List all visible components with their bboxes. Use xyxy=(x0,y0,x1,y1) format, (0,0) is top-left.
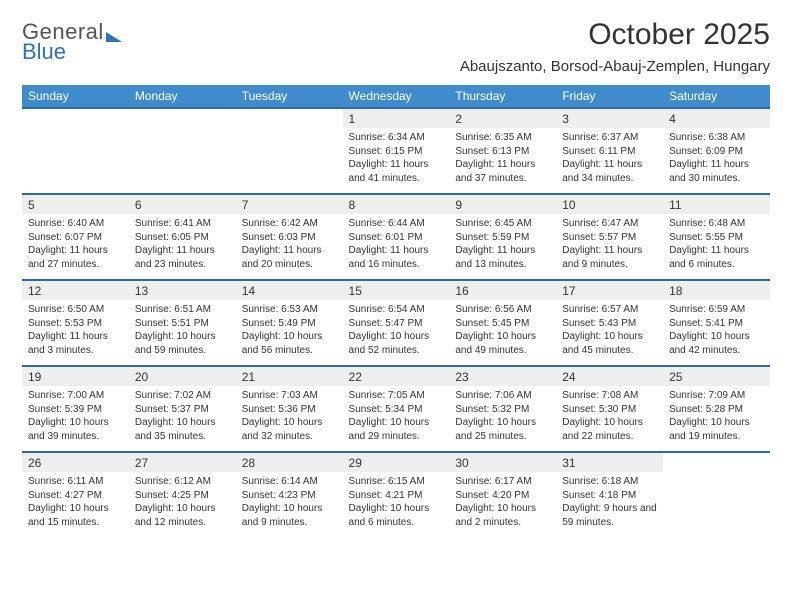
day-detail: Sunrise: 6:17 AMSunset: 4:20 PMDaylight:… xyxy=(449,472,556,537)
location-subtitle: Abaujszanto, Borsod-Abauj-Zemplen, Hunga… xyxy=(460,58,770,75)
day-number: 22 xyxy=(343,366,450,386)
day-number: 9 xyxy=(449,194,556,214)
day-detail: Sunrise: 7:02 AMSunset: 5:37 PMDaylight:… xyxy=(129,386,236,452)
day-detail-row: Sunrise: 6:40 AMSunset: 6:07 PMDaylight:… xyxy=(22,214,770,280)
day-number: 18 xyxy=(663,280,770,300)
day-number: 10 xyxy=(556,194,663,214)
day-number: 8 xyxy=(343,194,450,214)
weekday-header: Saturday xyxy=(663,85,770,108)
day-number: 15 xyxy=(343,280,450,300)
weekday-header: Sunday xyxy=(22,85,129,108)
day-number-row: 262728293031 xyxy=(22,452,770,472)
day-detail: Sunrise: 6:47 AMSunset: 5:57 PMDaylight:… xyxy=(556,214,663,280)
header-bar: General Blue October 2025 Abaujszanto, B… xyxy=(22,18,770,85)
day-number-row: 567891011 xyxy=(22,194,770,214)
day-detail: Sunrise: 7:00 AMSunset: 5:39 PMDaylight:… xyxy=(22,386,129,452)
day-detail: Sunrise: 6:15 AMSunset: 4:21 PMDaylight:… xyxy=(343,472,450,537)
weekday-header: Friday xyxy=(556,85,663,108)
weekday-header: Thursday xyxy=(449,85,556,108)
day-detail: Sunrise: 6:12 AMSunset: 4:25 PMDaylight:… xyxy=(129,472,236,537)
day-number: 2 xyxy=(449,108,556,128)
day-detail: Sunrise: 6:45 AMSunset: 5:59 PMDaylight:… xyxy=(449,214,556,280)
day-detail: Sunrise: 7:06 AMSunset: 5:32 PMDaylight:… xyxy=(449,386,556,452)
day-number-row: 19202122232425 xyxy=(22,366,770,386)
day-number: 17 xyxy=(556,280,663,300)
day-number: 11 xyxy=(663,194,770,214)
empty-cell xyxy=(663,472,770,537)
page-title: October 2025 xyxy=(460,18,770,52)
day-detail: Sunrise: 7:03 AMSunset: 5:36 PMDaylight:… xyxy=(236,386,343,452)
weekday-header-row: SundayMondayTuesdayWednesdayThursdayFrid… xyxy=(22,85,770,108)
day-detail: Sunrise: 6:59 AMSunset: 5:41 PMDaylight:… xyxy=(663,300,770,366)
day-number: 27 xyxy=(129,452,236,472)
day-number: 4 xyxy=(663,108,770,128)
day-detail: Sunrise: 6:35 AMSunset: 6:13 PMDaylight:… xyxy=(449,128,556,194)
day-number: 13 xyxy=(129,280,236,300)
day-number: 19 xyxy=(22,366,129,386)
day-detail: Sunrise: 6:44 AMSunset: 6:01 PMDaylight:… xyxy=(343,214,450,280)
day-number: 5 xyxy=(22,194,129,214)
day-number: 30 xyxy=(449,452,556,472)
weekday-header: Wednesday xyxy=(343,85,450,108)
day-detail: Sunrise: 6:38 AMSunset: 6:09 PMDaylight:… xyxy=(663,128,770,194)
day-detail: Sunrise: 6:18 AMSunset: 4:18 PMDaylight:… xyxy=(556,472,663,537)
calendar-table: SundayMondayTuesdayWednesdayThursdayFrid… xyxy=(22,85,770,537)
day-detail: Sunrise: 6:41 AMSunset: 6:05 PMDaylight:… xyxy=(129,214,236,280)
brand-mark-icon xyxy=(106,32,122,42)
day-number: 25 xyxy=(663,366,770,386)
day-number: 23 xyxy=(449,366,556,386)
day-detail: Sunrise: 6:57 AMSunset: 5:43 PMDaylight:… xyxy=(556,300,663,366)
day-detail: Sunrise: 6:51 AMSunset: 5:51 PMDaylight:… xyxy=(129,300,236,366)
day-number-row: 1234 xyxy=(22,108,770,128)
day-detail: Sunrise: 6:42 AMSunset: 6:03 PMDaylight:… xyxy=(236,214,343,280)
day-detail-row: Sunrise: 6:50 AMSunset: 5:53 PMDaylight:… xyxy=(22,300,770,366)
day-number: 21 xyxy=(236,366,343,386)
day-detail-row: Sunrise: 6:34 AMSunset: 6:15 PMDaylight:… xyxy=(22,128,770,194)
brand-word-2: Blue xyxy=(22,42,122,62)
day-number: 24 xyxy=(556,366,663,386)
day-detail-row: Sunrise: 6:11 AMSunset: 4:27 PMDaylight:… xyxy=(22,472,770,537)
day-detail: Sunrise: 7:05 AMSunset: 5:34 PMDaylight:… xyxy=(343,386,450,452)
empty-cell xyxy=(129,128,236,194)
day-detail: Sunrise: 6:50 AMSunset: 5:53 PMDaylight:… xyxy=(22,300,129,366)
day-number: 3 xyxy=(556,108,663,128)
day-number: 20 xyxy=(129,366,236,386)
empty-cell xyxy=(236,128,343,194)
day-detail-row: Sunrise: 7:00 AMSunset: 5:39 PMDaylight:… xyxy=(22,386,770,452)
day-detail: Sunrise: 6:56 AMSunset: 5:45 PMDaylight:… xyxy=(449,300,556,366)
empty-cell xyxy=(663,452,770,472)
day-detail: Sunrise: 6:11 AMSunset: 4:27 PMDaylight:… xyxy=(22,472,129,537)
empty-cell xyxy=(22,128,129,194)
day-number: 6 xyxy=(129,194,236,214)
day-number: 1 xyxy=(343,108,450,128)
day-number: 14 xyxy=(236,280,343,300)
day-detail: Sunrise: 6:53 AMSunset: 5:49 PMDaylight:… xyxy=(236,300,343,366)
day-number: 26 xyxy=(22,452,129,472)
weekday-header: Tuesday xyxy=(236,85,343,108)
empty-cell xyxy=(22,108,129,128)
day-number: 28 xyxy=(236,452,343,472)
day-number-row: 12131415161718 xyxy=(22,280,770,300)
day-detail: Sunrise: 6:37 AMSunset: 6:11 PMDaylight:… xyxy=(556,128,663,194)
day-detail: Sunrise: 6:34 AMSunset: 6:15 PMDaylight:… xyxy=(343,128,450,194)
weekday-header: Monday xyxy=(129,85,236,108)
day-detail: Sunrise: 7:09 AMSunset: 5:28 PMDaylight:… xyxy=(663,386,770,452)
day-detail: Sunrise: 6:40 AMSunset: 6:07 PMDaylight:… xyxy=(22,214,129,280)
empty-cell xyxy=(236,108,343,128)
brand-logo: General Blue xyxy=(22,18,122,62)
day-number: 16 xyxy=(449,280,556,300)
day-number: 7 xyxy=(236,194,343,214)
empty-cell xyxy=(129,108,236,128)
day-detail: Sunrise: 6:14 AMSunset: 4:23 PMDaylight:… xyxy=(236,472,343,537)
day-number: 12 xyxy=(22,280,129,300)
day-detail: Sunrise: 7:08 AMSunset: 5:30 PMDaylight:… xyxy=(556,386,663,452)
day-number: 29 xyxy=(343,452,450,472)
day-detail: Sunrise: 6:48 AMSunset: 5:55 PMDaylight:… xyxy=(663,214,770,280)
day-number: 31 xyxy=(556,452,663,472)
day-detail: Sunrise: 6:54 AMSunset: 5:47 PMDaylight:… xyxy=(343,300,450,366)
